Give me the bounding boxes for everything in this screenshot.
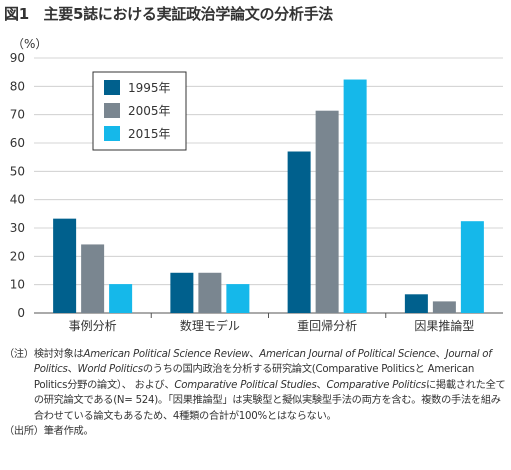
bar [81, 244, 105, 313]
legend: 1995年 2005年 2015年 [92, 71, 187, 151]
note-fragment: 、 [249, 349, 260, 360]
journal-title: World Politics [77, 364, 144, 376]
source-row: （出所） 筆者作成。 [4, 424, 507, 439]
note-fragment: 、 [435, 349, 446, 360]
x-tick-label: 重回帰分析 [297, 319, 357, 333]
bar [343, 79, 367, 314]
axes: 0 10 20 30 40 50 60 70 80 90（%） 事例分析 数理モデル 重回帰分析 因果推論… [10, 37, 475, 333]
y-tick-label: 30 [10, 221, 25, 235]
notes: （注） 検討対象はAmerican Political Science Revi… [4, 347, 507, 439]
legend-swatch [104, 126, 120, 141]
y-tick-label: 80 [10, 79, 25, 93]
legend-swatch [104, 103, 120, 118]
journal-title: Comparative Politics [326, 379, 426, 391]
y-tick-label: 60 [10, 136, 25, 150]
legend-label: 2015年 [128, 127, 171, 141]
journal-title: Journal of Politics [33, 349, 492, 376]
bar [287, 151, 311, 313]
y-tick-label: 0 [17, 306, 25, 320]
bars [53, 79, 484, 314]
bar [460, 221, 484, 313]
source-label: （出所） [4, 426, 44, 438]
note-fragment: に掲載された全ての研究論文である(N= 524)。「因果推論型」は実験型と擬似実… [33, 379, 506, 422]
bar [432, 301, 456, 313]
source-text: 筆者作成。 [43, 426, 94, 438]
y-tick-label: 50 [10, 164, 25, 178]
figure-title: 図1 主要5誌における実証政治学論文の分析手法 [4, 5, 333, 23]
y-axis-unit-label: （%） [12, 37, 47, 51]
note-fragment: のうちの国内政治を分析する研究論文(Comparative Politicsと … [33, 364, 475, 391]
journal-title: American Political Science Review [83, 349, 250, 360]
bar [315, 110, 339, 313]
note-text: 検討対象はAmerican Political Science Review、A… [34, 347, 507, 424]
note-row: （注） 検討対象はAmerican Political Science Revi… [4, 347, 507, 424]
journal-title: American Journal of Political Science [259, 349, 436, 360]
note-label: （注） [4, 349, 34, 360]
bar [226, 284, 250, 313]
x-tick-label: 数理モデル [180, 318, 240, 333]
bar-chart: 0 10 20 30 40 50 60 70 80 90（%） 事例分析 数理モデル 重回帰分析 因果推論… [10, 37, 503, 333]
bar [170, 272, 194, 313]
journal-title: Comparative Political Studies [174, 379, 317, 391]
legend-label: 2005年 [128, 104, 171, 118]
note-fragment: 、 [316, 379, 327, 391]
legend-swatch [104, 80, 120, 95]
y-tick-label: 40 [10, 193, 25, 207]
note-fragment: 、 [67, 364, 78, 376]
y-tick-label: 70 [10, 108, 25, 122]
y-tick-label: 90 [10, 51, 25, 65]
x-tick-label: 事例分析 [69, 319, 117, 333]
bar [109, 284, 133, 313]
x-tick-label: 因果推論型 [414, 318, 474, 333]
bar [198, 272, 222, 313]
bar [404, 294, 428, 313]
y-tick-label: 10 [10, 278, 25, 292]
legend-label: 1995年 [128, 81, 171, 95]
note-fragment: 検討対象は [33, 349, 84, 360]
y-tick-label: 20 [10, 249, 25, 263]
bar [53, 218, 77, 313]
